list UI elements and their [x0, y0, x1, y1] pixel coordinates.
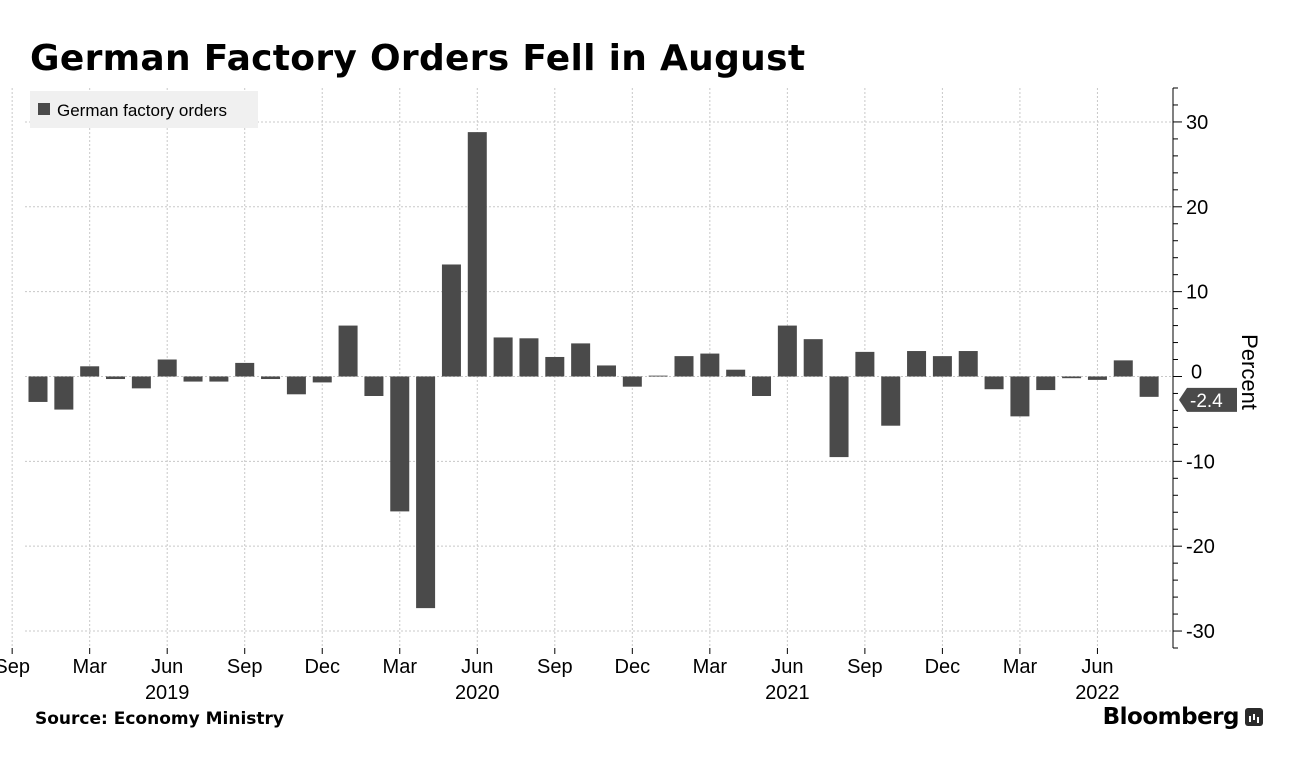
- y-tick-label: -20: [1186, 536, 1215, 558]
- y-tick-label: 30: [1186, 112, 1208, 134]
- bar: [622, 376, 642, 387]
- bar: [183, 376, 203, 382]
- chart-title: German Factory Orders Fell in August: [30, 38, 806, 79]
- bar: [106, 376, 126, 380]
- x-year-label: 2020: [455, 682, 500, 704]
- bar: [803, 339, 823, 377]
- x-tick-label: Dec: [925, 656, 961, 678]
- bar: [984, 376, 1004, 390]
- bloomberg-terminal-icon: [1245, 708, 1263, 726]
- bar: [390, 376, 410, 512]
- bar: [209, 376, 229, 382]
- bar: [312, 376, 332, 383]
- badge-background: [1179, 387, 1237, 412]
- legend: German factory orders: [30, 91, 258, 128]
- bar: [54, 376, 74, 410]
- bar: [958, 351, 978, 377]
- x-tick-label: Jun: [461, 656, 493, 678]
- x-tick-label: Mar: [1003, 656, 1038, 678]
- legend-background: [30, 91, 258, 128]
- bar: [286, 376, 306, 395]
- x-year-label: 2021: [765, 682, 810, 704]
- bar: [131, 376, 151, 389]
- bar: [519, 338, 539, 377]
- x-year-label: 2022: [1075, 682, 1120, 704]
- bar: [441, 264, 461, 377]
- bar: [1087, 376, 1107, 380]
- bar: [416, 376, 436, 609]
- x-tick-label: Sep: [537, 656, 573, 678]
- grid-lines: [11, 88, 1173, 648]
- bar: [932, 356, 952, 377]
- bar: [777, 325, 797, 377]
- y-tick-label: 0: [1191, 361, 1202, 383]
- bar: [1010, 376, 1030, 417]
- y-tick-label: 10: [1186, 282, 1208, 304]
- bar: [596, 365, 616, 377]
- bar: [648, 375, 668, 377]
- brand-logo: Bloomberg: [1103, 704, 1263, 730]
- bar: [261, 376, 281, 380]
- bar: [855, 351, 875, 377]
- y-tick-label: -30: [1186, 621, 1215, 643]
- bar: [545, 356, 565, 377]
- x-tick-label: Mar: [693, 656, 728, 678]
- bar: [752, 376, 772, 396]
- source-note: Source: Economy Ministry: [35, 709, 284, 729]
- x-tick-label: Mar: [72, 656, 107, 678]
- x-tick-label: Sep: [227, 656, 263, 678]
- bar: [726, 369, 746, 377]
- y-tick-label: -10: [1186, 451, 1215, 473]
- bar: [881, 376, 901, 426]
- bar: [80, 366, 100, 377]
- y-tick-label: 20: [1186, 197, 1208, 219]
- x-tick-label: Sep: [847, 656, 883, 678]
- x-year-label: 2019: [145, 682, 190, 704]
- bar: [467, 132, 487, 377]
- bar: [338, 325, 358, 377]
- bar: [700, 353, 720, 377]
- x-tick-label: Sep: [0, 656, 30, 678]
- x-tick-label: Dec: [615, 656, 651, 678]
- bar: [1062, 376, 1082, 379]
- bar: [235, 362, 255, 377]
- x-tick-label: Mar: [383, 656, 418, 678]
- y-axis-label: Percent: [1237, 334, 1262, 410]
- last-value-badge: -2.4: [1179, 387, 1237, 412]
- bar: [28, 376, 48, 402]
- bar: [493, 337, 513, 377]
- badge-value: -2.4: [1190, 391, 1223, 412]
- x-tick-label: Jun: [771, 656, 803, 678]
- bar: [364, 376, 384, 396]
- bar: [157, 359, 177, 377]
- bars: [28, 132, 1159, 609]
- x-tick-label: Jun: [151, 656, 183, 678]
- bar: [829, 376, 849, 458]
- y-axis: 30 20 10 -10 -20 -30 0: [1172, 87, 1215, 649]
- bar: [1113, 360, 1133, 377]
- bar: [674, 356, 694, 377]
- x-tick-label: Dec: [304, 656, 340, 678]
- x-axis: Mar Jun Sep Dec Mar Jun Sep Dec Mar Jun Sep Dec Mar J…: [0, 648, 1120, 704]
- bar: [1036, 376, 1056, 391]
- legend-swatch: [38, 103, 50, 115]
- bar: [1139, 376, 1159, 397]
- bar: [571, 343, 591, 377]
- x-tick-label: Jun: [1081, 656, 1113, 678]
- brand-name: Bloomberg: [1102, 704, 1240, 730]
- legend-label: German factory orders: [57, 101, 227, 120]
- bar: [907, 351, 927, 377]
